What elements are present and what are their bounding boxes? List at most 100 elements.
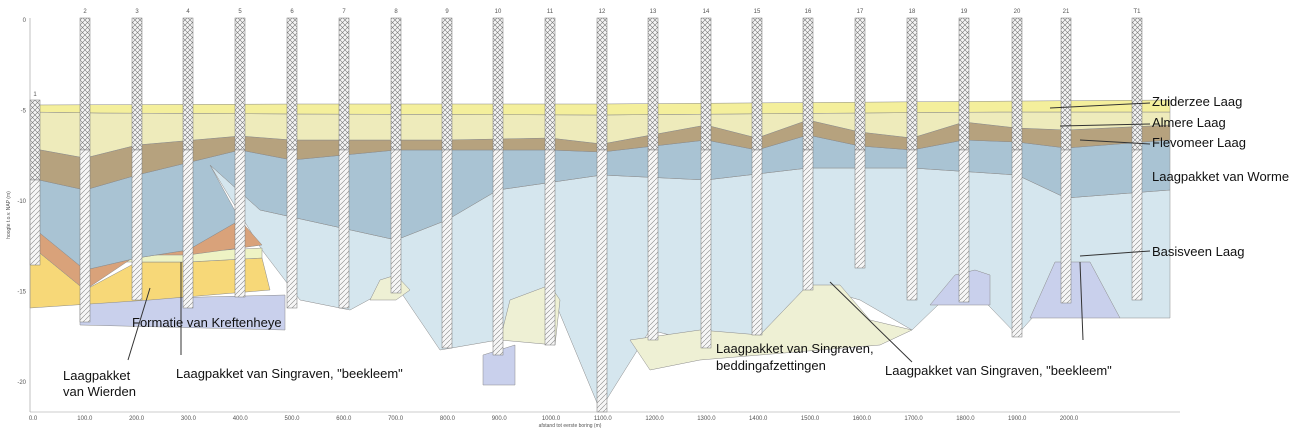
borehole-label: 6 <box>290 9 294 15</box>
label: Laagpakket van Singraven, "beekleem" <box>885 363 1112 378</box>
borehole-label: 18 <box>909 9 916 15</box>
borehole <box>751 149 763 336</box>
borehole-label: 3 <box>135 9 139 15</box>
borehole-label: 16 <box>805 9 812 15</box>
x-tick-label: 1300.0 <box>697 416 716 422</box>
borehole <box>958 17 970 151</box>
borehole <box>802 149 814 291</box>
label: Formatie van Kreftenheye <box>132 315 282 330</box>
borehole-label: 7 <box>342 9 346 15</box>
borehole <box>492 17 504 151</box>
borehole <box>596 17 608 151</box>
x-tick-label: 200.0 <box>129 416 145 422</box>
borehole <box>131 149 143 301</box>
borehole <box>29 179 41 266</box>
borehole-label: 11 <box>547 9 554 15</box>
x-tick-label: 500.0 <box>284 416 300 422</box>
x-tick-label: 2000.0 <box>1060 416 1079 422</box>
x-tick-label: 1200.0 <box>645 416 664 422</box>
borehole <box>751 17 763 151</box>
x-tick-label: 1000.0 <box>542 416 561 422</box>
x-tick-label: 1700.0 <box>904 416 923 422</box>
borehole-label: 9 <box>445 9 449 15</box>
borehole <box>700 149 712 349</box>
borehole-label: 2 <box>83 9 87 15</box>
boreholes: 12 3 4 5 6 7 8 9 10 11 12 13 14 15 16 17 18 19 20 21 T1 <box>29 9 1143 413</box>
ticks: 0 -5 -10 -15 -20 0.0 100.0 200.0 300.0 400.0 500.0… <box>17 18 1079 422</box>
borehole <box>390 17 402 151</box>
borehole <box>79 149 91 323</box>
layer-purple <box>482 344 516 386</box>
borehole <box>1011 17 1023 151</box>
borehole <box>182 17 194 151</box>
label: Laagpakket van Singraven, <box>716 341 874 356</box>
borehole-label: 21 <box>1063 9 1070 15</box>
label: Flevomeer Laag <box>1152 135 1246 150</box>
y-tick-label: -20 <box>17 380 26 386</box>
x-tick-label: 900.0 <box>492 416 508 422</box>
borehole-label: T1 <box>1133 9 1141 15</box>
label: Laagpakket van Wormer <box>1152 169 1289 184</box>
borehole <box>29 99 41 181</box>
borehole-label: 19 <box>961 9 968 15</box>
borehole <box>647 17 659 151</box>
x-tick-label: 1400.0 <box>749 416 768 422</box>
layer-beekleem <box>629 284 913 371</box>
borehole <box>441 17 453 151</box>
label: beddingafzettingen <box>716 358 826 373</box>
y-tick-label: 0 <box>23 18 27 24</box>
borehole-label: 20 <box>1014 9 1021 15</box>
borehole-label: 12 <box>599 9 606 15</box>
borehole <box>1131 17 1143 151</box>
x-tick-label: 800.0 <box>440 416 456 422</box>
x-axis-label: afstand tot eerste boring (m) <box>539 423 602 429</box>
borehole-label: 13 <box>650 9 657 15</box>
borehole <box>234 17 246 151</box>
y-tick-label: -15 <box>17 290 26 296</box>
borehole <box>338 17 350 151</box>
borehole <box>234 149 246 298</box>
borehole <box>286 17 298 151</box>
borehole <box>854 149 866 269</box>
borehole <box>906 149 918 301</box>
x-tick-label: 1800.0 <box>956 416 975 422</box>
y-tick-label: -5 <box>21 109 27 115</box>
label: Basisveen Laag <box>1152 244 1245 259</box>
borehole <box>131 17 143 151</box>
borehole <box>647 149 659 341</box>
x-tick-label: 0.0 <box>29 416 38 422</box>
x-tick-label: 700.0 <box>388 416 404 422</box>
y-tick-label: -10 <box>17 199 26 205</box>
layer-purple <box>1029 261 1121 319</box>
label: Zuiderzee Laag <box>1152 94 1242 109</box>
borehole <box>79 17 91 151</box>
borehole <box>338 149 350 309</box>
labels: Zuiderzee Laag Almere Laag Flevomeer Laa… <box>63 94 1289 399</box>
borehole <box>1011 149 1023 338</box>
borehole <box>544 17 556 151</box>
x-tick-label: 1600.0 <box>853 416 872 422</box>
borehole <box>1131 149 1143 301</box>
borehole-label: 5 <box>238 9 242 15</box>
borehole <box>906 17 918 151</box>
x-tick-label: 400.0 <box>233 416 249 422</box>
borehole <box>854 17 866 151</box>
y-axis-label: hoogte t.o.v. NAP (m) <box>6 191 12 239</box>
borehole-label: 4 <box>186 9 190 15</box>
borehole-label: 15 <box>754 9 761 15</box>
borehole-label: 17 <box>857 9 864 15</box>
x-tick-label: 1900.0 <box>1008 416 1027 422</box>
borehole <box>958 149 970 303</box>
x-tick-label: 600.0 <box>336 416 352 422</box>
borehole <box>1060 17 1072 151</box>
borehole <box>441 149 453 349</box>
x-tick-label: 300.0 <box>181 416 197 422</box>
label: van Wierden <box>63 384 136 399</box>
borehole <box>544 149 556 346</box>
label: Laagpakket <box>63 368 131 383</box>
borehole-label: 1 <box>33 92 37 98</box>
borehole-label: 14 <box>703 9 710 15</box>
borehole <box>596 149 608 413</box>
borehole <box>182 149 194 309</box>
